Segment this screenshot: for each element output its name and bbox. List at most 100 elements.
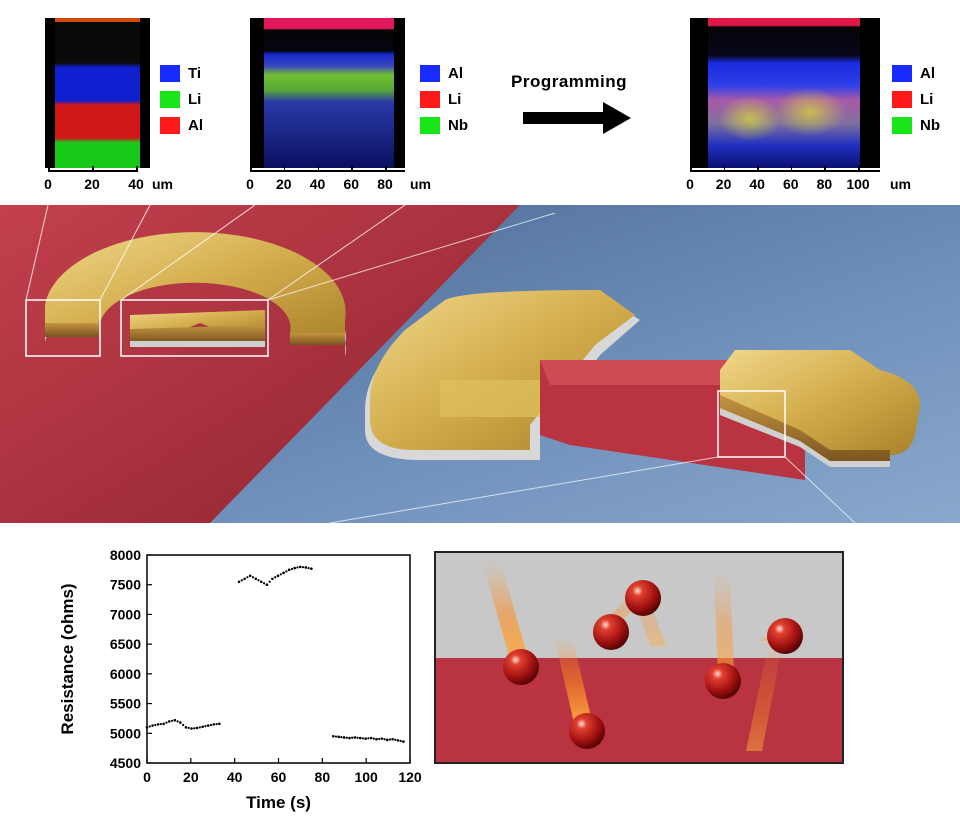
data-point [282,571,285,575]
legend-item: Nb [892,114,940,136]
legend-swatch [420,90,440,108]
x-tick-label: 40 [227,769,243,785]
eds-map-image-2 [250,18,405,168]
tick-mark [48,166,50,172]
legend-item: Li [160,88,201,110]
legend-item: Al [892,62,935,84]
data-point [195,726,199,730]
tick-label: 40 [309,176,326,192]
data-point [372,737,375,740]
x-tick-label: 100 [354,769,378,785]
data-point [287,568,291,572]
data-point [184,726,188,729]
tick-label: 80 [816,176,833,192]
ion-migration-schematic [434,551,844,764]
data-point [151,724,154,727]
tick-label: 60 [783,176,799,192]
ion-particle [593,614,629,650]
data-point [148,725,151,728]
tick-mark [790,166,793,172]
data-point [348,736,351,740]
lower-layer [434,658,844,764]
legend-item: Al [420,62,463,84]
x-axis-label: Time (s) [246,793,311,812]
data-point [170,719,174,722]
eds-map-panel-3: Al Li Nb 0 20 40 60 80 100 um [680,0,960,205]
memristor-device [365,290,920,480]
legend-label: Al [188,116,203,134]
y-tick-label: 5500 [110,696,141,712]
ion-particle [569,713,605,749]
data-point [154,723,157,727]
tick-label: 0 [246,176,254,192]
data-point [331,734,335,738]
y-tick-label: 8000 [110,547,141,563]
data-point [206,724,210,727]
data-point [246,576,249,579]
eds-map-panel-1: Ti Li Al 0 20 40 um [0,0,220,205]
data-point [159,722,163,726]
data-point [262,582,266,585]
data-point [193,727,196,730]
device-illustration [0,205,960,523]
eds-map-panel-2: Al Li Nb 0 20 40 60 80 um [230,0,480,205]
legend-label: Nb [920,116,940,134]
data-point [182,723,185,727]
data-point [209,723,213,727]
axis-unit: um [890,176,911,192]
tick-label: 20 [84,176,100,192]
tick-label: 80 [377,176,393,192]
x-tick-label: 60 [271,769,287,785]
tick-label: 100 [846,176,870,192]
data-point [391,737,394,741]
ion-particle [767,618,803,654]
data-point [212,723,216,726]
data-point [248,574,252,578]
data-point [298,565,302,569]
ion-particle [625,580,661,616]
data-point [162,722,165,726]
data-point [402,740,405,743]
data-point [260,580,263,584]
legend-swatch [892,116,912,134]
data-point [176,720,179,723]
y-axis-label: Resistance (ohms) [58,583,77,734]
data-point [364,737,367,740]
data-point [190,727,193,730]
x-tick-label: 120 [398,769,422,785]
tick-mark [824,166,826,172]
data-point [285,570,288,573]
data-point [356,736,359,739]
map-3-axis-line [690,170,880,172]
legend-label: Ti [188,64,202,82]
eds-map-image-1 [45,18,150,168]
data-point [396,739,400,742]
legend-item: Li [420,88,461,110]
ion-particle [503,649,539,685]
data-point [145,726,149,729]
data-point [353,736,357,739]
tick-label: 0 [686,176,694,192]
map-2-axis-line [250,170,405,172]
data-point [296,566,299,569]
data-point [218,722,221,726]
data-point [367,737,370,740]
data-point [345,736,348,739]
data-point [304,566,308,569]
data-point [383,738,386,741]
y-tick-label: 6500 [110,636,141,652]
inset-box-2 [120,299,269,357]
y-tick-label: 7000 [110,606,141,622]
data-point [342,736,346,739]
data-point [179,721,182,724]
tick-mark [723,166,726,172]
legend-label: Al [448,64,463,82]
data-point [201,725,204,729]
eds-map-image-3 [690,18,880,168]
data-point [276,574,280,578]
data-point [251,576,255,579]
data-point [240,579,243,582]
data-point [351,736,354,739]
legend-swatch [160,64,180,82]
legend-swatch [420,64,440,82]
